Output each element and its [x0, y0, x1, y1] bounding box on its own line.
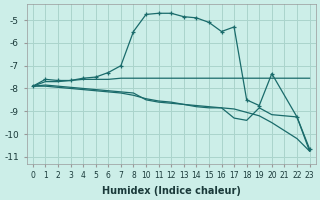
- X-axis label: Humidex (Indice chaleur): Humidex (Indice chaleur): [102, 186, 241, 196]
